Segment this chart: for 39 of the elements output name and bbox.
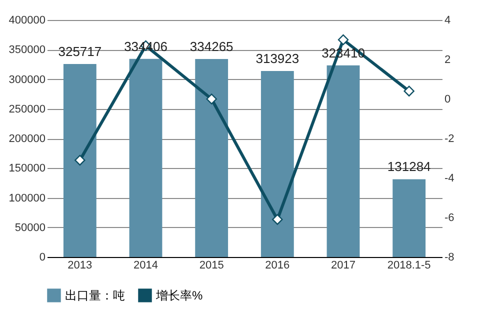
- y2-tick-label: 0: [444, 94, 451, 106]
- y-tick-label: 400000: [8, 14, 46, 26]
- y2-tick-label: 4: [444, 14, 451, 26]
- data-label: 325717: [58, 44, 102, 60]
- legend-label: 出口量：吨: [65, 288, 125, 302]
- data-label: 313923: [256, 51, 300, 66]
- x-tick-label: 2014: [134, 260, 158, 272]
- y-tick-label: 150000: [8, 162, 46, 175]
- point: [74, 154, 86, 166]
- y-tick-label: 0: [39, 252, 46, 264]
- y-tick-label: 250000: [8, 103, 46, 116]
- data-label: 334265: [190, 38, 234, 54]
- y-tick-label: 350000: [8, 44, 46, 56]
- point: [338, 34, 349, 46]
- bar: [326, 65, 360, 257]
- legend-label: 增长率%: [155, 288, 203, 302]
- y-tick-label: 50000: [14, 222, 46, 234]
- bar: [392, 179, 426, 257]
- point: [404, 86, 414, 96]
- y2-tick-label: -4: [444, 172, 454, 184]
- x-tick-label: 2013: [68, 260, 92, 272]
- y-tick-label: 200000: [8, 133, 46, 145]
- y2-tick-label: 2: [444, 54, 451, 66]
- data-label: 131284: [387, 159, 431, 174]
- x-tick-label: 2016: [265, 260, 290, 272]
- y-tick-label: 100000: [8, 192, 46, 204]
- x-tick-label: 2018.1-5: [387, 260, 431, 272]
- bar: [129, 58, 162, 257]
- point: [206, 94, 217, 104]
- bar: [260, 71, 294, 257]
- point: [272, 214, 283, 225]
- y2-tick-label: -8: [444, 252, 454, 264]
- x-tick-label: 2015: [199, 260, 224, 272]
- bar: [195, 58, 228, 257]
- y2-tick-label: -6: [444, 212, 454, 224]
- x-tick-label: 2017: [331, 260, 356, 272]
- y-tick-label: 300000: [8, 74, 46, 86]
- y2-tick-label: -2: [444, 133, 454, 145]
- bar: [63, 64, 96, 257]
